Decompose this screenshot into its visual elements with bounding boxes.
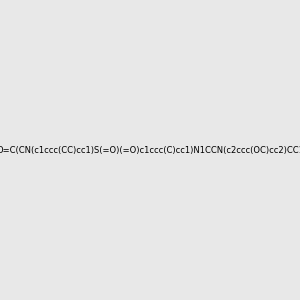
Text: O=C(CN(c1ccc(CC)cc1)S(=O)(=O)c1ccc(C)cc1)N1CCN(c2ccc(OC)cc2)CC1: O=C(CN(c1ccc(CC)cc1)S(=O)(=O)c1ccc(C)cc1… xyxy=(0,146,300,154)
